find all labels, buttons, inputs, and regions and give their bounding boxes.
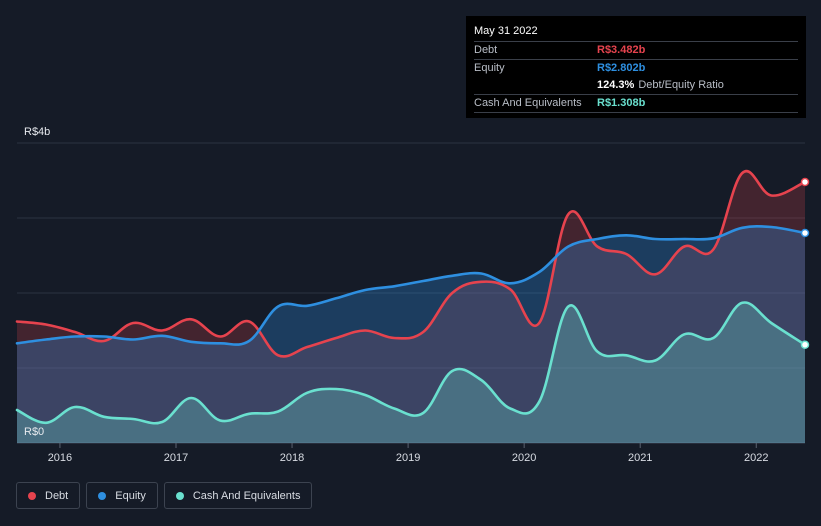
tooltip-row-ratio: 124.3% Debt/Equity Ratio <box>474 77 798 94</box>
x-tick-label: 2016 <box>48 452 72 464</box>
equity-endpoint-marker <box>800 228 810 238</box>
cash-endpoint-marker <box>800 340 810 349</box>
tooltip-debt-value: R$3.482b <box>597 44 646 56</box>
tooltip-date: May 31 2022 <box>474 25 538 37</box>
x-tick-label: 2018 <box>280 452 304 464</box>
cash-line <box>15 301 807 425</box>
legend-debt-label: Debt <box>45 489 69 502</box>
tooltip-ratio-value: 124.3% <box>597 79 635 91</box>
legend-equity-label: Equity <box>115 489 146 502</box>
tooltip-row-equity: Equity R$2.802b <box>474 59 798 77</box>
cash-area <box>17 302 805 443</box>
x-tick-label: 2017 <box>164 452 188 464</box>
tooltip-cash-value: R$1.308b <box>597 97 646 109</box>
debt-dot-icon <box>28 491 36 500</box>
x-tick-label: 2020 <box>512 452 536 464</box>
tooltip-panel: May 31 2022 Debt R$3.482b Equity R$2.802… <box>466 16 806 118</box>
equity-area <box>17 226 805 443</box>
tooltip-equity-value: R$2.802b <box>597 62 646 74</box>
x-tick-label: 2021 <box>628 452 652 464</box>
equity-line <box>15 224 807 346</box>
legend: Debt Equity Cash And Equivalents <box>16 482 313 509</box>
tooltip-equity-label: Equity <box>474 62 505 74</box>
y-axis-top-label: R$4b <box>24 126 50 138</box>
debt-endpoint-marker <box>800 177 810 187</box>
x-tick-label: 2019 <box>396 452 420 464</box>
tooltip-ratio-label: Debt/Equity Ratio <box>638 79 724 91</box>
legend-cash-label: Cash And Equivalents <box>192 489 301 502</box>
legend-item-equity[interactable]: Equity <box>86 482 158 509</box>
debt-area <box>17 171 805 443</box>
tooltip-row-debt: Debt R$3.482b <box>474 41 798 59</box>
equity-dot-icon <box>98 491 107 500</box>
tooltip-debt-label: Debt <box>474 44 498 56</box>
tooltip-row-cash: Cash And Equivalents R$1.308b <box>474 94 798 113</box>
x-tick-label: 2022 <box>744 452 768 464</box>
legend-item-cash[interactable]: Cash And Equivalents <box>163 482 313 509</box>
cash-dot-icon <box>175 491 184 500</box>
debt-line <box>15 169 807 358</box>
legend-item-debt[interactable]: Debt <box>16 482 81 509</box>
tooltip-cash-label: Cash And Equivalents <box>474 97 582 109</box>
y-axis-bottom-label: R$0 <box>24 426 44 438</box>
